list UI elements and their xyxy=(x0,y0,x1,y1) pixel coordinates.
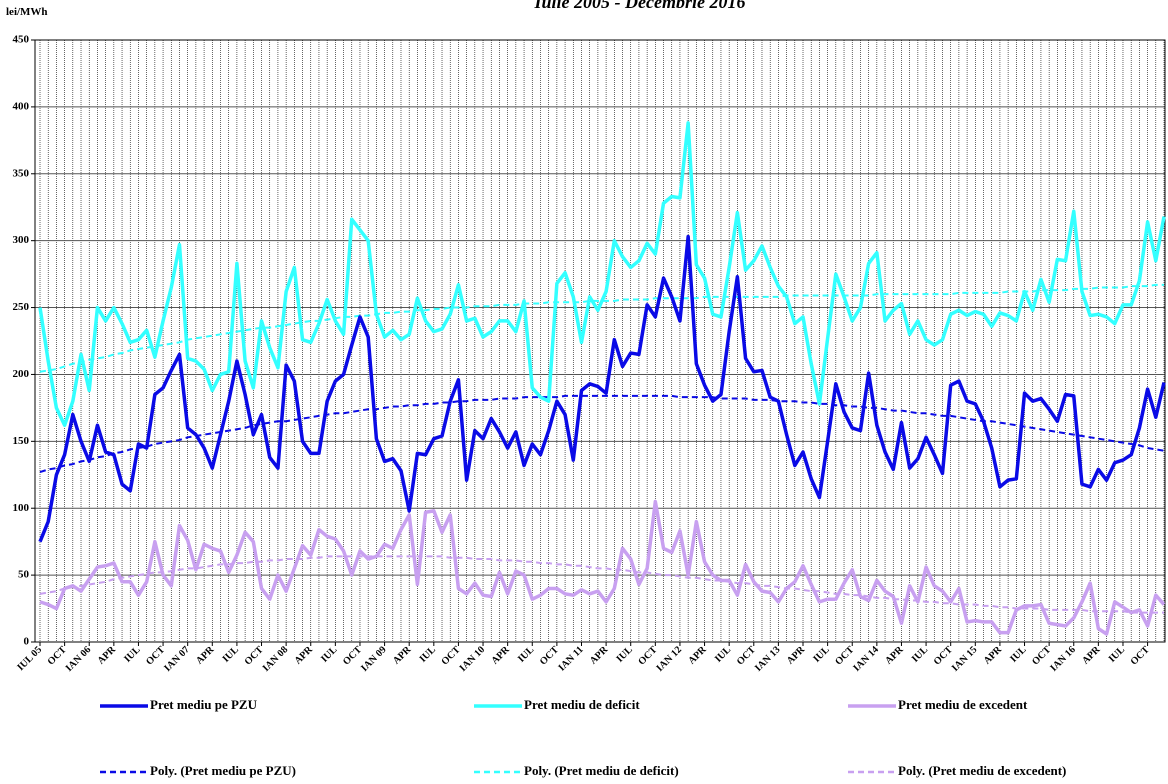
y-tick-label: 100 xyxy=(13,502,30,514)
x-tick-label: APR xyxy=(293,644,316,667)
x-tick-label: IUL xyxy=(614,644,635,665)
y-tick-label: 400 xyxy=(13,100,30,112)
series-line xyxy=(39,499,1166,636)
x-tick-label: APR xyxy=(489,644,512,667)
legend-label: Pret mediu de deficit xyxy=(524,697,640,712)
x-tick-label: APR xyxy=(1080,644,1103,667)
x-tick-label: IAN 10 xyxy=(458,644,488,674)
legend-label: Poly. (Pret mediu de deficit) xyxy=(524,763,679,778)
y-tick-label: 50 xyxy=(18,569,30,581)
x-tick-label: APR xyxy=(883,644,906,667)
y-tick-label: 350 xyxy=(13,167,30,179)
legend-label: Poly. (Pret mediu pe PZU) xyxy=(150,763,296,778)
x-tick-label: IAN 16 xyxy=(1048,644,1078,674)
x-tick-label: IUL xyxy=(221,644,242,665)
legend-label: Poly. (Pret mediu de excedent) xyxy=(898,763,1066,778)
x-tick-label: IAN 15 xyxy=(950,644,980,674)
x-tick-label: IUL xyxy=(516,644,537,665)
x-tick-label: IAN 06 xyxy=(64,644,94,674)
y-tick-label: 0 xyxy=(24,636,30,648)
x-tick-label: IUL xyxy=(418,644,439,665)
x-tick-label: APR xyxy=(588,644,611,667)
y-tick-label: 300 xyxy=(13,234,30,246)
plot-border xyxy=(34,39,1166,643)
x-tick-label: IAN 14 xyxy=(851,644,881,674)
legend-label: Pret mediu de excedent xyxy=(898,697,1028,712)
x-tick-label: APR xyxy=(686,644,709,667)
y-tick-label: 250 xyxy=(13,301,30,313)
x-tick-label: IAN 13 xyxy=(753,644,783,674)
trend-line xyxy=(39,283,1164,373)
x-tick-label: IUL xyxy=(713,644,734,665)
trend-line xyxy=(39,394,1165,474)
x-tick-label: IUL xyxy=(811,644,832,665)
x-tick-label: IAN 09 xyxy=(359,644,389,674)
x-tick-label: APR xyxy=(785,644,808,667)
legend-label: Pret mediu pe PZU xyxy=(150,697,258,712)
x-tick-label: OCT xyxy=(1129,644,1152,667)
x-tick-label: IAN 08 xyxy=(261,644,291,674)
x-tick-label: IAN 07 xyxy=(162,644,192,674)
x-tick-label: IUL xyxy=(122,644,143,665)
y-tick-label: 200 xyxy=(13,368,30,380)
chart-title: Iulie 2005 - Decembrie 2016 xyxy=(534,0,746,12)
x-tick-label: IUL xyxy=(1107,644,1128,665)
x-tick-label: APR xyxy=(982,644,1005,667)
x-tick-label: APR xyxy=(96,644,119,667)
trend-line xyxy=(39,555,1164,614)
series-line xyxy=(38,234,1166,543)
series-line xyxy=(38,121,1166,428)
x-tick-label: IUL xyxy=(1008,644,1029,665)
y-tick-label: 450 xyxy=(13,34,30,46)
x-tick-label: IUL xyxy=(319,644,340,665)
x-tick-label: IAN 12 xyxy=(654,644,684,674)
y-axis-label: lei/MWh xyxy=(6,6,48,18)
x-tick-label: APR xyxy=(194,644,217,667)
x-tick-label: APR xyxy=(391,644,414,667)
x-tick-label: IUL xyxy=(910,644,931,665)
y-tick-label: 150 xyxy=(13,435,30,447)
x-tick-label: IUL 05 xyxy=(15,644,44,673)
x-tick-label: IAN 11 xyxy=(556,644,585,673)
